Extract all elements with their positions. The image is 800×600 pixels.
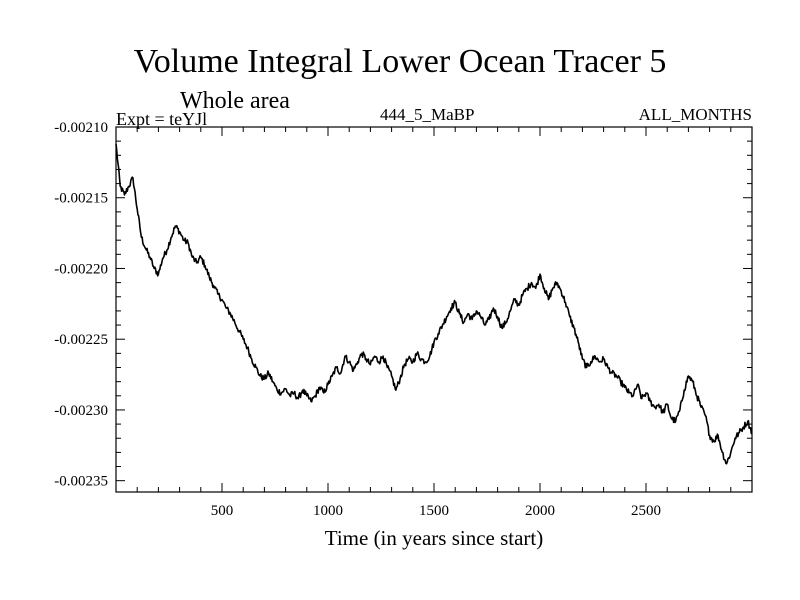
period-label: ALL_MONTHS — [638, 105, 752, 124]
x-tick-label: 500 — [211, 503, 234, 519]
x-tick-label: 1500 — [419, 503, 449, 519]
x-tick-label: 2000 — [525, 503, 555, 519]
x-tick-label: 2500 — [631, 503, 661, 519]
chart-title: Volume Integral Lower Ocean Tracer 5 — [133, 43, 667, 80]
y-tick-label: -0.00230 — [54, 403, 108, 419]
y-tick-labels: -0.00210 -0.00215 -0.00220 -0.00225 -0.00230… — [54, 120, 108, 490]
run-label: 444_5_MaBP — [380, 105, 475, 124]
axis-ticks — [116, 126, 752, 492]
experiment-label: Expt = teYJl — [116, 109, 208, 129]
y-tick-label: -0.00220 — [54, 261, 108, 277]
plot-frame — [115, 126, 753, 493]
x-axis-label: Time (in years since start) — [324, 526, 544, 550]
series-line — [115, 143, 753, 465]
y-tick-label: -0.00210 — [54, 120, 108, 136]
chart-subtitle: Whole area — [180, 88, 290, 114]
x-tick-label: 1000 — [313, 503, 343, 519]
y-tick-label: -0.00215 — [54, 191, 108, 207]
y-tick-label: -0.00225 — [54, 332, 108, 348]
x-tick-labels: 500 1000 1500 2000 2500 — [211, 503, 661, 519]
y-tick-label: -0.00235 — [54, 474, 108, 490]
